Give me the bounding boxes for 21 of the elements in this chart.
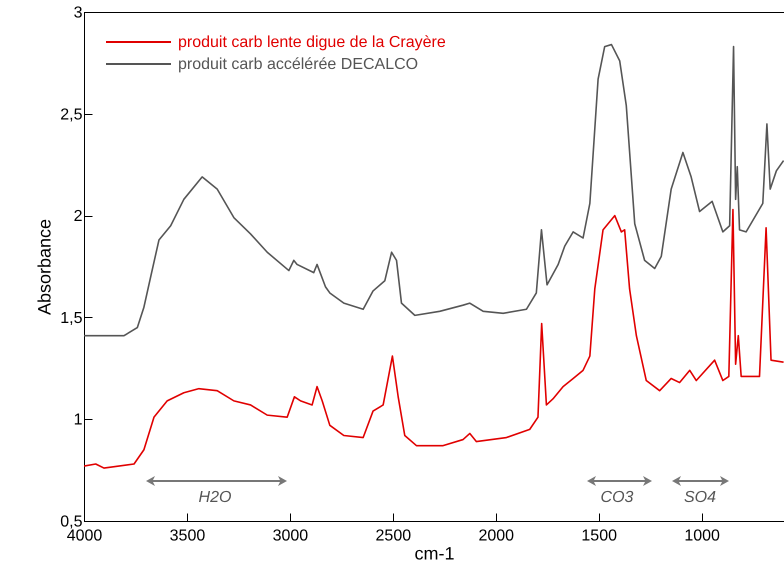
x-axis-title: cm-1 bbox=[414, 544, 454, 564]
annotation: H2O bbox=[198, 489, 232, 506]
y-tick-label: 1 bbox=[74, 412, 83, 429]
x-tick-label: 4000 bbox=[66, 528, 102, 544]
legend-label: produit carb accélérée DECALCO bbox=[178, 56, 418, 73]
y-tick-label: 2 bbox=[74, 208, 83, 226]
y-tick-label: 0,5 bbox=[60, 514, 83, 530]
annotation: CO3 bbox=[600, 489, 634, 506]
x-tick-label: 1000 bbox=[684, 528, 720, 544]
y-tick-label: 2,5 bbox=[60, 106, 83, 124]
y-tick-label: 1,5 bbox=[60, 310, 83, 327]
line-series bbox=[84, 208, 784, 469]
x-tick-label: 1500 bbox=[581, 528, 618, 544]
y-axis-title: Absorbance bbox=[34, 218, 54, 316]
y-tick-label: 3 bbox=[74, 4, 83, 22]
x-tick-label: 3500 bbox=[170, 528, 206, 544]
x-tick-label: 2000 bbox=[478, 528, 514, 544]
annotation: SO4 bbox=[684, 489, 716, 506]
x-tick-label: 3000 bbox=[272, 528, 308, 544]
x-tick-label: 2500 bbox=[376, 528, 412, 544]
legend-label: produit carb lente digue de la Crayère bbox=[178, 34, 446, 51]
